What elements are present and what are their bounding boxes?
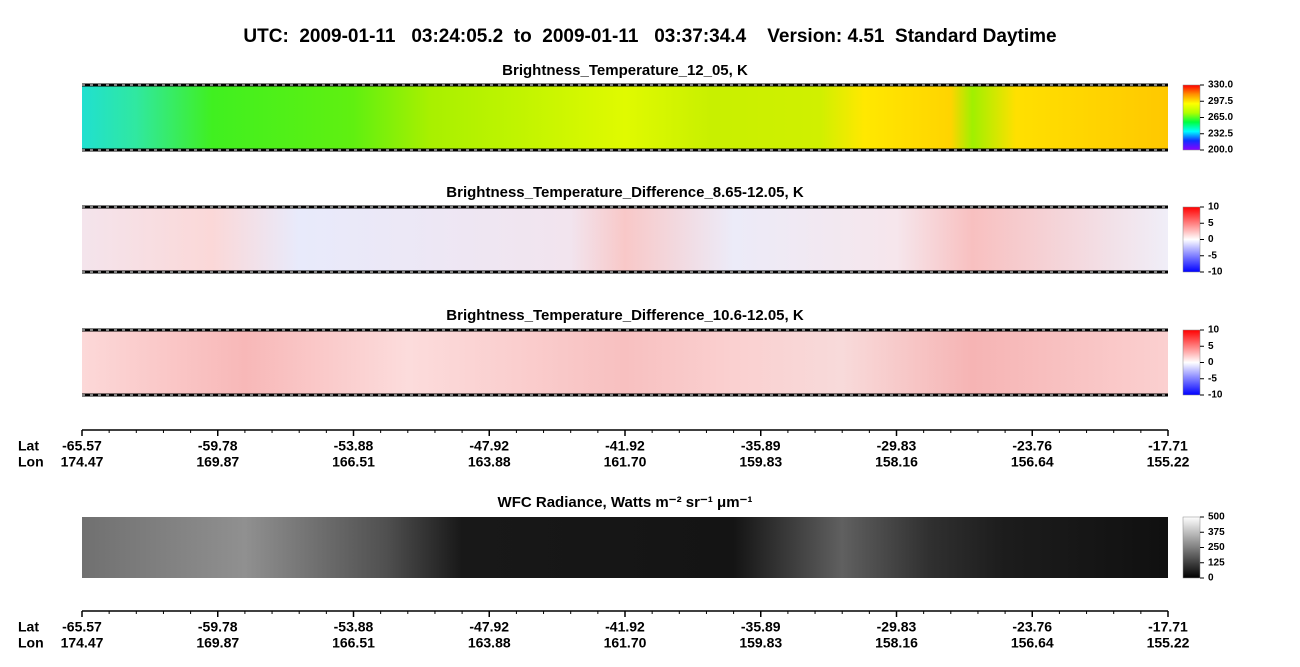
colorbar-tick-label: 5 [1208,341,1214,352]
colorbar-tick-label: 125 [1208,557,1225,568]
lon-tick-label: 163.88 [468,454,511,470]
lon-tick-label: 174.47 [61,635,104,651]
axis-label: Lon [18,635,44,651]
lon-tick-label: 159.83 [739,635,782,651]
lon-tick-label: 158.16 [875,454,918,470]
colorbar-tick-label: 297.5 [1208,96,1233,107]
lon-tick-label: 156.64 [1011,454,1054,470]
lon-tick-label: 155.22 [1147,635,1190,651]
lat-tick-label: -53.88 [334,619,374,635]
colorbar-tick-label: 232.5 [1208,128,1233,139]
colorbar-tick-label: 5 [1208,218,1214,229]
colorbar-tick-label: 265.0 [1208,112,1233,123]
lat-tick-label: -29.83 [877,619,917,635]
axis-label: Lat [18,438,39,454]
image [82,207,1168,272]
colorbar-tick-label: -10 [1208,390,1223,401]
colorbar-tick-label: 375 [1208,527,1225,538]
lon-tick-label: 174.47 [61,454,104,470]
image [82,85,1168,150]
lat-tick-label: -23.76 [1012,438,1052,454]
colorbar-tick-label: 0 [1208,234,1214,245]
colorbar-tick-label: -5 [1208,250,1217,261]
colorbar-tick-label: 500 [1208,512,1225,523]
lat-tick-label: -23.76 [1012,619,1052,635]
lat-tick-label: -65.57 [62,438,102,454]
colorbar-tick-label: 250 [1208,542,1225,553]
lon-tick-label: 156.64 [1011,635,1054,651]
lon-tick-label: 155.22 [1147,454,1190,470]
lon-tick-label: 169.87 [196,454,239,470]
colorbar [1182,206,1201,273]
lat-tick-label: -65.57 [62,619,102,635]
lat-tick-label: -41.92 [605,619,645,635]
colorbar [1182,84,1201,151]
lon-tick-label: 166.51 [332,454,375,470]
colorbar [1182,329,1201,396]
lat-tick-label: -59.78 [198,438,238,454]
image [82,330,1168,395]
lat-tick-label: -35.89 [741,438,781,454]
axis-label: Lat [18,619,39,635]
lat-tick-label: -59.78 [198,619,238,635]
lon-tick-label: 163.88 [468,635,511,651]
panel-title: Brightness_Temperature_12_05, K [502,62,748,79]
colorbar-tick-label: 0 [1208,357,1214,368]
colorbar-tick-label: 330.0 [1208,80,1233,91]
axis-label: Lon [18,454,44,470]
lon-tick-label: 159.83 [739,454,782,470]
lon-tick-label: 158.16 [875,635,918,651]
panel-title: Brightness_Temperature_Difference_8.65-1… [446,184,804,201]
panel-title: Brightness_Temperature_Difference_10.6-1… [446,307,804,324]
colorbar-tick-label: 0 [1208,573,1214,584]
colorbar-tick-label: 200.0 [1208,145,1233,156]
lon-tick-label: 161.70 [604,454,647,470]
lat-tick-label: -17.71 [1148,438,1188,454]
lon-tick-label: 161.70 [604,635,647,651]
lat-tick-label: -47.92 [469,619,509,635]
lon-tick-label: 169.87 [196,635,239,651]
colorbar-tick-label: 10 [1208,202,1220,213]
lat-tick-label: -35.89 [741,619,781,635]
lat-tick-label: -41.92 [605,438,645,454]
lat-tick-label: -53.88 [334,438,374,454]
colorbar-tick-label: 10 [1208,325,1220,336]
colorbar-tick-label: -5 [1208,373,1217,384]
lon-tick-label: 166.51 [332,635,375,651]
colorbar-tick-label: -10 [1208,267,1223,278]
image [82,517,1168,578]
figure-title: UTC: 2009-01-11 03:24:05.2 to 2009-01-11… [243,26,1056,47]
panel-title: WFC Radiance, Watts m⁻² sr⁻¹ μm⁻¹ [498,494,753,511]
colorbar [1182,516,1201,579]
lat-tick-label: -29.83 [877,438,917,454]
lat-tick-label: -17.71 [1148,619,1188,635]
lat-tick-label: -47.92 [469,438,509,454]
